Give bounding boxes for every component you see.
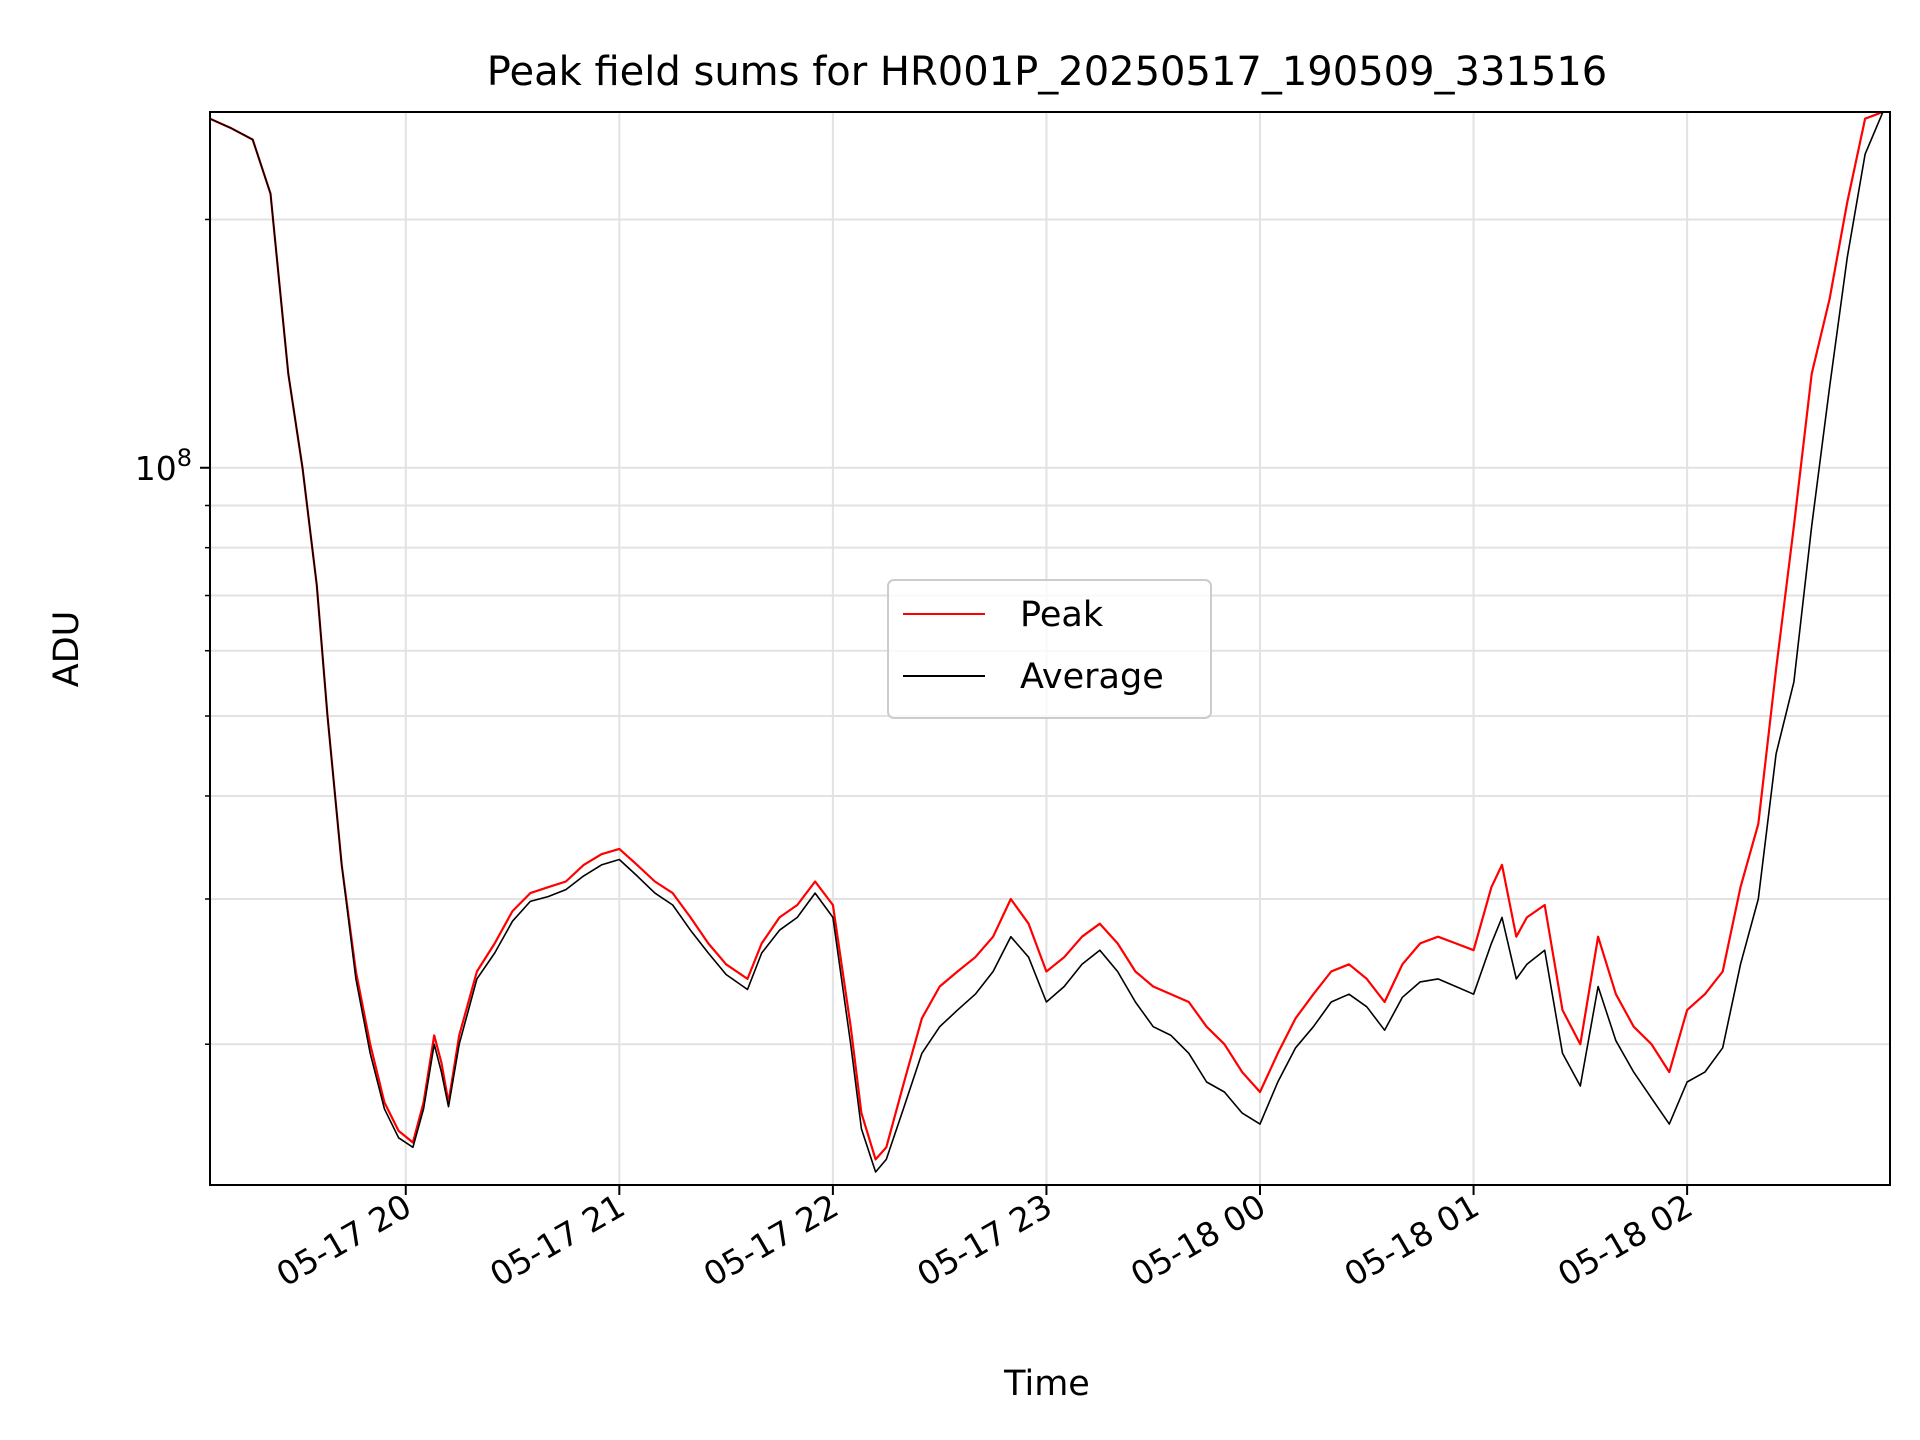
legend-label-peak: Peak (1020, 595, 1104, 635)
y-axis-title: ADU (47, 611, 87, 688)
legend: Peak Average (887, 579, 1212, 719)
series-line-average (209, 111, 1884, 1173)
series-line-peak (209, 110, 1884, 1161)
axes-frame (209, 111, 1891, 1186)
chart-title: Peak field sums for HR001P_20250517_1905… (487, 49, 1607, 95)
grid-lines (210, 112, 1890, 1185)
y-tick-label: 108 (135, 444, 192, 488)
x-axis-title: Time (1003, 1364, 1090, 1404)
legend-label-average: Average (1020, 657, 1164, 697)
